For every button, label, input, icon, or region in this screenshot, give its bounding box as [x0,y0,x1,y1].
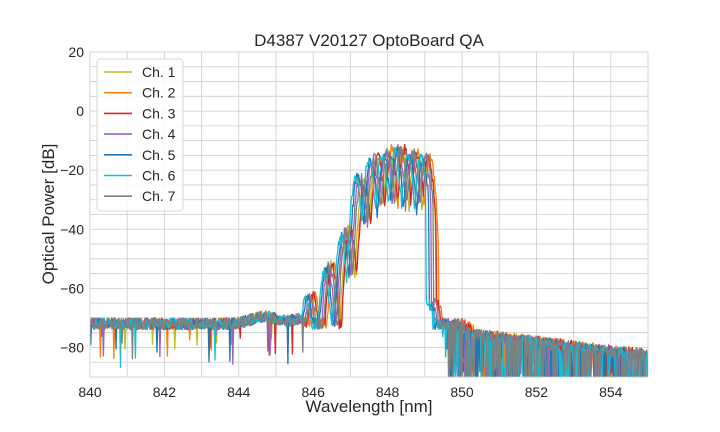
legend-label: Ch. 2 [142,85,176,101]
legend-box [96,58,184,212]
legend-label: Ch. 4 [142,126,176,142]
legend-label: Ch. 7 [142,188,176,204]
legend-label: Ch. 6 [142,168,176,184]
x-tick-label: 846 [302,384,326,400]
legend-label: Ch. 1 [142,64,176,80]
x-tick-label: 840 [78,384,102,400]
legend-label: Ch. 5 [142,147,176,163]
x-tick-label: 844 [227,384,251,400]
y-tick-label: −60 [60,280,84,296]
x-tick-label: 850 [450,384,474,400]
x-axis-label: Wavelength [nm] [306,397,433,416]
chart-title: D4387 V20127 OptoBoard QA [254,31,484,50]
x-tick-label: 852 [525,384,549,400]
x-tick-label: 854 [599,384,623,400]
series-layer [90,143,648,377]
y-axis-label: Optical Power [dB] [39,144,58,285]
plot-frame [89,51,649,378]
y-tick-label: −20 [60,162,84,178]
y-axis-ticks: −80 −60 −40 −20 0 20 [60,44,84,355]
y-tick-label: 20 [68,44,84,60]
series-line-ch-7 [90,145,648,377]
y-tick-label: −40 [60,221,84,237]
x-tick-label: 848 [376,384,400,400]
x-tick-label: 842 [153,384,177,400]
y-tick-label: 0 [76,103,84,119]
legend: Ch. 1 Ch. 2 Ch. 3 Ch. 4 Ch. 5 Ch. 6 Ch. 7 [96,58,184,212]
y-tick-label: −80 [60,339,84,355]
legend-label: Ch. 3 [142,105,176,121]
x-axis-ticks: 840 842 844 846 848 850 852 854 [78,384,622,400]
